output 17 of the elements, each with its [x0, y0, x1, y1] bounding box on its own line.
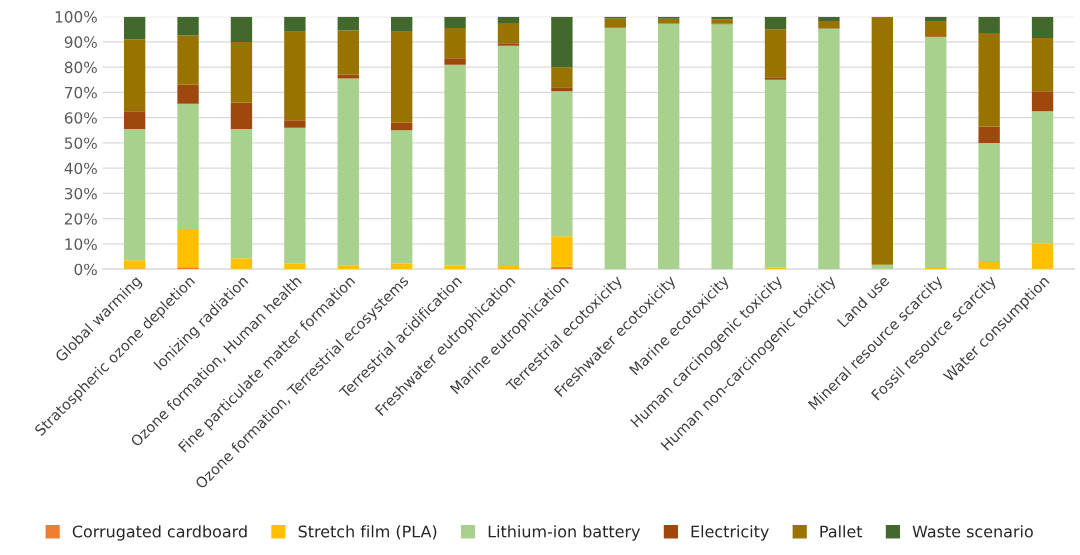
y-tick-label: 10%	[65, 238, 97, 250]
y-tick-label: 70%	[65, 86, 97, 99]
y-tick-label: 40%	[64, 162, 97, 175]
y-tick-label: 20%	[64, 213, 97, 225]
legend-label: Electricity	[691, 525, 769, 541]
y-tick-label: 100%	[55, 11, 97, 23]
y-tick-label: 60%	[64, 112, 97, 124]
y-tick-label: 30%	[64, 187, 97, 200]
legend-label: Lithium-ion battery	[488, 525, 641, 541]
legend-label: Corrugated cardboard	[72, 525, 247, 541]
legend-label: Stretch film (PLA)	[298, 525, 437, 540]
y-tick-label: 0%	[74, 263, 97, 276]
y-tick-label: 90%	[64, 36, 97, 48]
legend-label: Waste scenario	[912, 525, 1033, 538]
y-tick-label: 50%	[64, 137, 97, 149]
y-tick-label: 80%	[64, 61, 97, 74]
legend-label: Pallet	[820, 525, 863, 538]
